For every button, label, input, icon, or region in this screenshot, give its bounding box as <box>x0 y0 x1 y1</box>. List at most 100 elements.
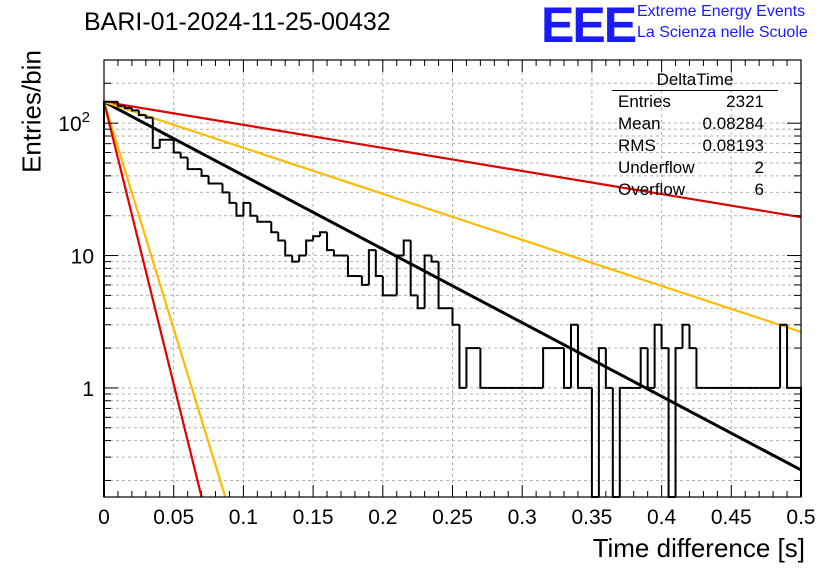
org-name-line2: La Scienza nelle Scuole <box>637 24 808 41</box>
histogram-bin <box>270 221 279 234</box>
histogram-bin <box>576 324 585 389</box>
stats-row-entries: Entries 2321 <box>618 92 764 111</box>
histogram-bin <box>123 105 132 110</box>
histogram-bin <box>597 347 606 497</box>
eee-logo: EEE <box>541 0 637 53</box>
y-axis-label: Entries/bin <box>16 50 47 173</box>
histogram-bin <box>688 324 697 350</box>
x-tick-label: 0.1 <box>229 506 258 529</box>
histogram-bin <box>228 192 237 204</box>
histogram-bin <box>681 323 690 349</box>
histogram-bin <box>402 239 411 256</box>
histogram-bin <box>103 100 111 497</box>
histogram-bin <box>326 232 335 252</box>
histogram-bin <box>312 235 321 241</box>
histogram-bin <box>207 175 216 185</box>
histogram-bin <box>151 117 160 149</box>
fit-curve <box>102 101 203 498</box>
histogram-bin <box>395 254 404 296</box>
histogram-bin <box>618 386 627 497</box>
histogram-bin <box>423 254 432 309</box>
y-tick-label: 10 <box>71 246 94 269</box>
histogram-bin <box>458 324 467 389</box>
stats-row-underflow: Underflow 2 <box>618 158 764 177</box>
x-tick-label: 0.4 <box>647 506 677 529</box>
y-tick-labels: 1 10 102 <box>58 109 94 401</box>
histogram-bin <box>319 231 328 237</box>
axis-ticks <box>103 59 802 497</box>
stats-box: DeltaTime Entries 2321 Mean 0.08284 RMS 0.0… <box>612 70 778 201</box>
histogram-bin <box>695 348 704 389</box>
histogram-bin <box>305 239 314 256</box>
histogram-bin <box>786 324 795 389</box>
histogram-bin <box>249 202 258 217</box>
histogram-bin <box>137 110 146 117</box>
histogram-bin <box>360 276 369 286</box>
histogram-bin <box>660 324 669 350</box>
histogram-bin <box>298 254 307 262</box>
x-tick-label: 0.05 <box>153 506 194 529</box>
histogram-bin <box>144 115 153 119</box>
histogram-bin <box>116 101 125 107</box>
histogram-bin <box>416 295 425 310</box>
stats-name: DeltaTime <box>612 70 778 91</box>
histogram-bin <box>235 202 244 217</box>
y-tick-label: 102 <box>58 109 90 136</box>
x-tick-labels: 0 0.05 0.1 0.15 0.2 0.25 0.3 0.35 0.4 0.45 0.5 <box>98 506 815 529</box>
histogram-bin <box>346 255 355 278</box>
x-tick-label: 0.15 <box>293 506 334 529</box>
histogram-bin <box>667 348 676 498</box>
histogram-bin <box>179 152 188 159</box>
histogram-bin <box>186 157 195 171</box>
histogram-bin <box>381 276 390 297</box>
x-axis-label: Time difference [s] <box>592 533 805 563</box>
fit-curve <box>103 100 802 333</box>
histogram-bin <box>563 348 571 389</box>
histogram-bin <box>437 261 446 310</box>
histogram-bin <box>367 249 376 285</box>
histogram-bin <box>256 215 265 223</box>
fit-curves <box>102 100 802 498</box>
histogram-bin <box>291 255 300 263</box>
fit-curve <box>103 100 802 472</box>
x-tick-label: 0.35 <box>571 506 612 529</box>
histogram-bin <box>451 308 460 326</box>
histogram-bin <box>409 240 418 297</box>
histogram-bin <box>542 347 551 388</box>
org-name-line1: Extreme Energy Events <box>637 3 806 20</box>
fit-curve <box>102 101 227 498</box>
histogram-bin <box>172 139 181 154</box>
histogram-bin <box>130 108 139 112</box>
histogram-bin <box>479 348 488 389</box>
histogram-bin <box>639 347 648 388</box>
stats-row-mean: Mean 0.08284 <box>618 114 764 133</box>
histogram-bin <box>779 323 788 388</box>
x-tick-label: 0.25 <box>432 506 473 529</box>
histogram-bin <box>646 348 655 389</box>
x-tick-label: 0.2 <box>368 506 397 529</box>
histogram-bin <box>242 201 251 216</box>
stats-row-rms: RMS 0.08193 <box>618 136 764 155</box>
stats-row-overflow: Overflow 6 <box>618 180 764 199</box>
histogram-bin <box>277 232 286 242</box>
histogram-bin <box>221 183 230 194</box>
x-tick-label: 0.3 <box>508 506 537 529</box>
histogram-bin <box>158 138 167 148</box>
histogram-bin <box>604 348 613 389</box>
histogram-bin <box>569 323 578 388</box>
histogram-bin <box>465 347 474 388</box>
histogram-bin <box>284 240 293 257</box>
x-tick-label: 0 <box>98 506 110 529</box>
chart-title: BARI-01-2024-11-25-00432 <box>84 8 391 36</box>
histogram-bin <box>653 323 662 388</box>
y-tick-label: 1 <box>82 378 94 401</box>
x-tick-label: 0.45 <box>711 506 752 529</box>
histogram-bin <box>374 250 383 278</box>
histogram-bin <box>200 169 209 177</box>
x-tick-label: 0.5 <box>786 506 815 529</box>
histogram-bin <box>674 347 683 497</box>
fit-curve <box>103 100 802 219</box>
histogram-bin <box>430 255 439 263</box>
histogram-bin <box>333 250 341 257</box>
